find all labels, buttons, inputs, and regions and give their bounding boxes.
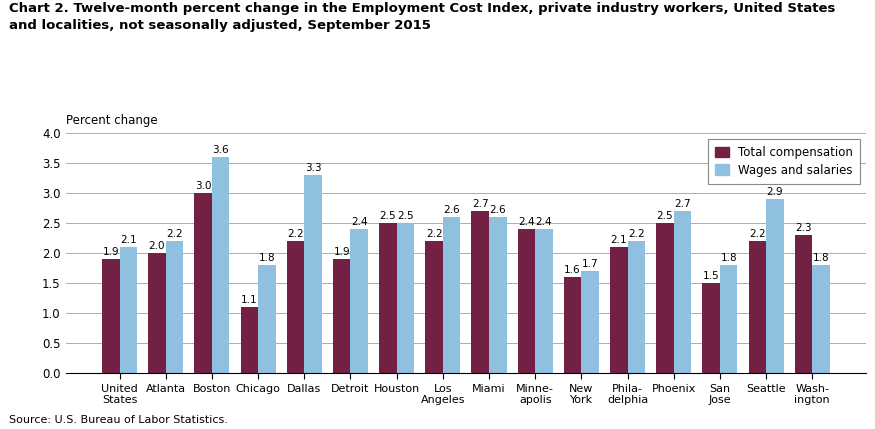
Bar [610,247,627,373]
Text: Percent change: Percent change [66,114,158,127]
Bar [165,241,183,373]
Text: 1.7: 1.7 [582,259,598,269]
Bar [194,193,212,373]
Text: 2.5: 2.5 [397,211,414,221]
Bar [812,265,829,373]
Text: 2.6: 2.6 [489,205,506,214]
Bar [703,283,720,373]
Text: 1.8: 1.8 [720,253,737,263]
Text: Source: U.S. Bureau of Labor Statistics.: Source: U.S. Bureau of Labor Statistics. [9,415,228,425]
Text: 2.1: 2.1 [120,235,136,245]
Text: 1.9: 1.9 [102,247,119,257]
Text: 1.8: 1.8 [813,253,829,263]
Bar [564,277,581,373]
Text: 2.2: 2.2 [287,229,304,239]
Legend: Total compensation, Wages and salaries: Total compensation, Wages and salaries [708,139,860,184]
Text: 2.7: 2.7 [675,199,691,208]
Text: 2.0: 2.0 [149,241,165,251]
Text: 1.5: 1.5 [703,271,719,281]
Bar [766,199,784,373]
Text: 2.5: 2.5 [656,211,673,221]
Bar [749,241,766,373]
Bar [425,241,443,373]
Text: 2.6: 2.6 [444,205,460,214]
Bar [720,265,738,373]
Text: 2.2: 2.2 [628,229,645,239]
Bar [332,259,351,373]
Text: 1.1: 1.1 [241,295,257,305]
Bar [351,229,368,373]
Text: 2.2: 2.2 [426,229,443,239]
Text: 2.5: 2.5 [380,211,396,221]
Text: 2.2: 2.2 [166,229,183,239]
Text: 2.7: 2.7 [472,199,488,208]
Bar [148,253,165,373]
Text: Chart 2. Twelve-month percent change in the Employment Cost Index, private indus: Chart 2. Twelve-month percent change in … [9,2,835,15]
Bar [536,229,553,373]
Text: and localities, not seasonally adjusted, September 2015: and localities, not seasonally adjusted,… [9,19,430,32]
Bar [102,259,120,373]
Bar [212,157,229,373]
Text: 2.3: 2.3 [795,223,812,233]
Text: 2.4: 2.4 [536,217,552,227]
Bar [674,211,691,373]
Bar [258,265,276,373]
Text: 1.9: 1.9 [333,247,350,257]
Text: 2.1: 2.1 [611,235,627,245]
Bar [794,235,812,373]
Bar [379,223,396,373]
Bar [396,223,414,373]
Text: 3.3: 3.3 [304,163,321,172]
Bar [241,307,258,373]
Text: 3.0: 3.0 [195,181,212,190]
Text: 2.4: 2.4 [351,217,367,227]
Text: 2.9: 2.9 [766,187,783,196]
Text: 1.6: 1.6 [564,265,581,275]
Bar [287,241,304,373]
Bar [581,271,599,373]
Bar [472,211,489,373]
Text: 3.6: 3.6 [213,145,229,154]
Bar [627,241,645,373]
Bar [304,175,322,373]
Text: 2.2: 2.2 [749,229,766,239]
Text: 2.4: 2.4 [518,217,535,227]
Bar [443,217,460,373]
Bar [518,229,536,373]
Bar [656,223,674,373]
Bar [120,247,137,373]
Text: 1.8: 1.8 [259,253,276,263]
Bar [489,217,507,373]
